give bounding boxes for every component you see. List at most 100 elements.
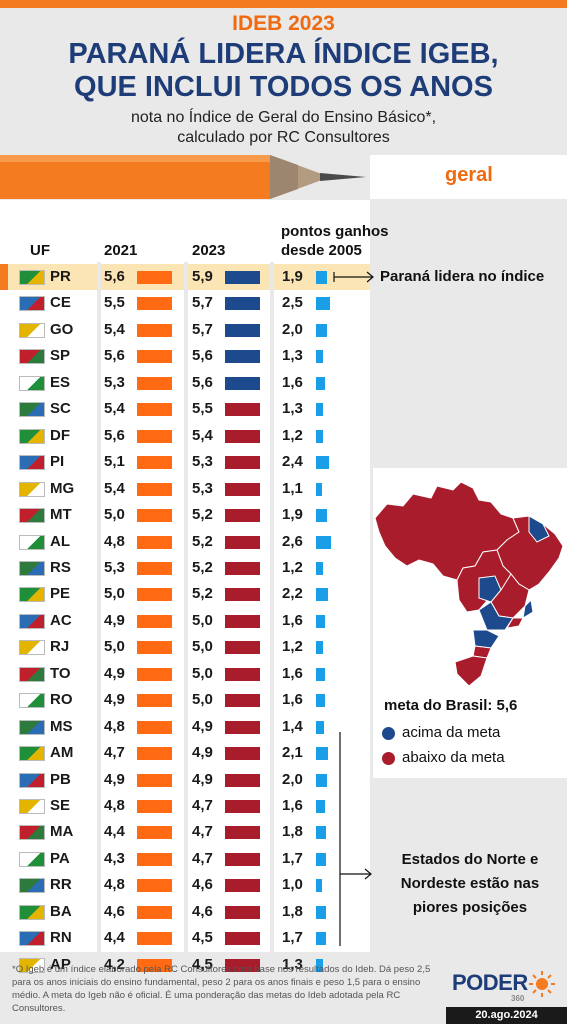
state-code: ES: [50, 373, 71, 391]
bar-gain: [316, 932, 326, 946]
bar-2021: [137, 905, 172, 919]
bar-gain: [316, 535, 331, 549]
state-flag-icon: [19, 719, 45, 735]
state-code: MG: [50, 479, 75, 497]
top-accent-bar: [0, 0, 567, 8]
table-row: AL 4,8 5,2 2,6: [0, 529, 370, 555]
value-2021: 4,8: [104, 876, 125, 894]
state-code: PE: [50, 585, 71, 603]
bar-2021: [137, 271, 172, 284]
annotation-parana: Paraná lidera no índice: [380, 268, 545, 285]
value-2023: 5,4: [192, 426, 213, 444]
value-gain: 1,2: [282, 426, 303, 444]
pencil-graphic: [0, 155, 567, 199]
value-2023: 5,3: [192, 453, 213, 471]
state-flag-icon: [19, 693, 45, 709]
value-2023: 4,7: [192, 797, 213, 814]
subtitle: nota no Índice de Geral do Ensino Básico…: [0, 108, 567, 148]
state-code: PI: [50, 453, 65, 471]
state-code: PB: [50, 770, 71, 788]
bar-gain: [316, 271, 327, 284]
bar-2021: [137, 852, 172, 866]
bar-2023: [225, 852, 260, 866]
value-2023: 5,2: [192, 558, 213, 576]
table-row: RN 4,4 4,5 1,7: [0, 925, 370, 951]
bar-2023: [225, 667, 260, 681]
table-row: CE 5,5 5,7 2,5: [0, 290, 370, 316]
state-flag-icon: [19, 613, 45, 629]
value-gain: 1,6: [282, 611, 303, 629]
bar-2023: [225, 350, 260, 364]
state-code: MA: [50, 823, 74, 841]
bar-gain: [316, 720, 324, 734]
legend-above-goal: acima da meta: [402, 724, 501, 741]
bar-gain: [316, 667, 325, 681]
bar-2021: [137, 456, 172, 470]
bar-gain: [316, 482, 322, 496]
bar-2021: [137, 800, 172, 813]
bar-gain: [316, 641, 323, 655]
table-row: PA 4,3 4,7 1,7: [0, 846, 370, 872]
highlight-row-bg: [8, 264, 370, 290]
logo: PODER: [452, 970, 528, 995]
value-2023: 4,6: [192, 902, 213, 920]
value-gain: 1,9: [282, 268, 303, 285]
bar-2023: [225, 588, 260, 602]
bar-2021: [137, 482, 172, 496]
bar-2023: [225, 535, 260, 549]
bar-gain: [316, 773, 327, 787]
bar-2023: [225, 879, 260, 893]
col-2023: 2023: [192, 242, 226, 259]
bar-gain: [316, 852, 326, 866]
value-2023: 5,6: [192, 373, 213, 391]
state-flag-icon: [19, 957, 45, 973]
bar-2021: [137, 297, 172, 311]
subtitle-line-2: calculado por RC Consultores: [177, 129, 390, 146]
bar-2021: [137, 958, 172, 972]
col-gain-line-1: pontos ganhos: [281, 223, 389, 240]
value-2021: 4,4: [104, 929, 125, 947]
table-row: SP 5,6 5,6 1,3: [0, 343, 370, 369]
state-code: AL: [50, 532, 70, 550]
value-gain: 1,6: [282, 797, 303, 814]
value-2021: 5,6: [104, 426, 125, 444]
state-flag-icon: [19, 746, 45, 762]
value-gain: 1,1: [282, 479, 303, 497]
value-2021: 4,6: [104, 902, 125, 920]
col-gain: pontos ganhos desde 2005: [281, 222, 389, 260]
state-code: AP: [50, 955, 71, 973]
table-row: AC 4,9 5,0 1,6: [0, 608, 370, 634]
bar-2023: [225, 297, 260, 311]
state-code: DF: [50, 426, 70, 444]
bar-gain: [316, 879, 322, 893]
bar-2021: [137, 667, 172, 681]
bracket-north-northeast: [339, 732, 372, 946]
table-row: PR 5,6 5,9 1,9: [0, 264, 370, 290]
bar-2021: [137, 376, 172, 390]
bar-2023: [225, 905, 260, 919]
title-line-2: QUE INCLUI TODOS OS ANOS: [74, 71, 493, 103]
state-code: GO: [50, 320, 74, 338]
bar-2023: [225, 509, 260, 523]
state-code: MT: [50, 506, 72, 524]
bar-gain: [316, 588, 328, 602]
legend-dot-above: [382, 727, 395, 740]
state-code: SC: [50, 400, 71, 418]
bar-gain: [316, 509, 327, 523]
state-code: TO: [50, 664, 71, 682]
state-flag-icon: [19, 375, 45, 391]
table-row: BA 4,6 4,6 1,8: [0, 899, 370, 925]
bar-2021: [137, 826, 172, 840]
bar-2023: [225, 271, 260, 284]
bar-2021: [137, 879, 172, 893]
bar-gain: [316, 826, 326, 840]
value-2021: 4,2: [104, 955, 125, 973]
subtitle-line-1: nota no Índice de Geral do Ensino Básico…: [130, 109, 437, 126]
state-flag-icon: [19, 587, 45, 603]
value-gain: 1,6: [282, 373, 303, 391]
value-2023: 5,0: [192, 664, 213, 682]
value-2023: 4,9: [192, 744, 213, 762]
title-line-1: PARANÁ LIDERA ÍNDICE IGEB,: [68, 38, 499, 70]
table-row: MT 5,0 5,2 1,9: [0, 502, 370, 528]
value-gain: 2,4: [282, 453, 303, 471]
